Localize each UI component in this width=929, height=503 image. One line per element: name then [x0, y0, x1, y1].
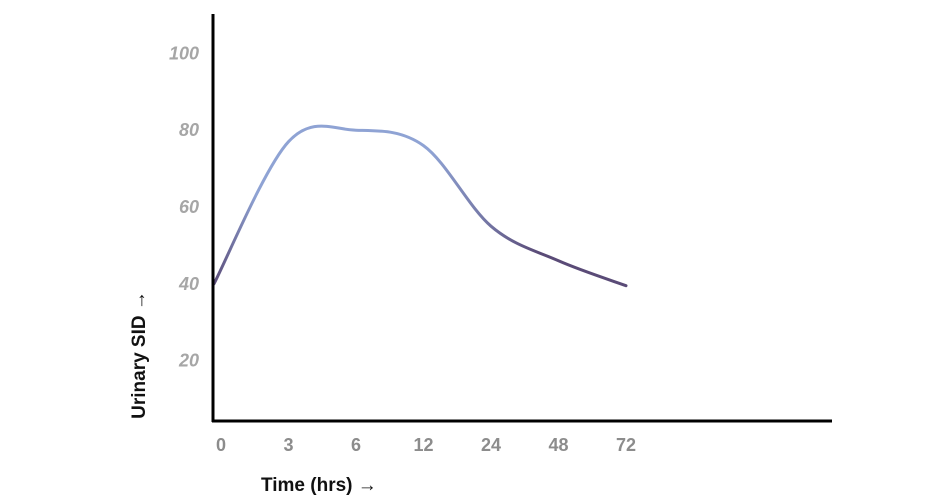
- y-tick-label: 80: [179, 120, 199, 140]
- y-axis-label: Urinary SID →: [129, 291, 150, 419]
- y-tick-label: 20: [178, 351, 199, 371]
- y-tick-label: 100: [169, 43, 199, 63]
- y-tick-label: 40: [178, 274, 199, 294]
- x-tick-label: 0: [216, 435, 226, 455]
- x-tick-label: 48: [548, 435, 568, 455]
- x-tick-label: 24: [481, 435, 501, 455]
- x-axis-ticks: 0 3 6 12 24 48 72: [216, 435, 636, 455]
- x-tick-label: 6: [351, 435, 361, 455]
- x-axis-label: Time (hrs) →: [261, 475, 377, 496]
- x-tick-label: 72: [616, 435, 636, 455]
- y-axis-ticks: 20 40 60 80 100: [169, 43, 199, 370]
- x-tick-label: 3: [283, 435, 293, 455]
- x-tick-label: 12: [413, 435, 433, 455]
- y-tick-label: 60: [179, 197, 199, 217]
- series-line: [212, 124, 628, 288]
